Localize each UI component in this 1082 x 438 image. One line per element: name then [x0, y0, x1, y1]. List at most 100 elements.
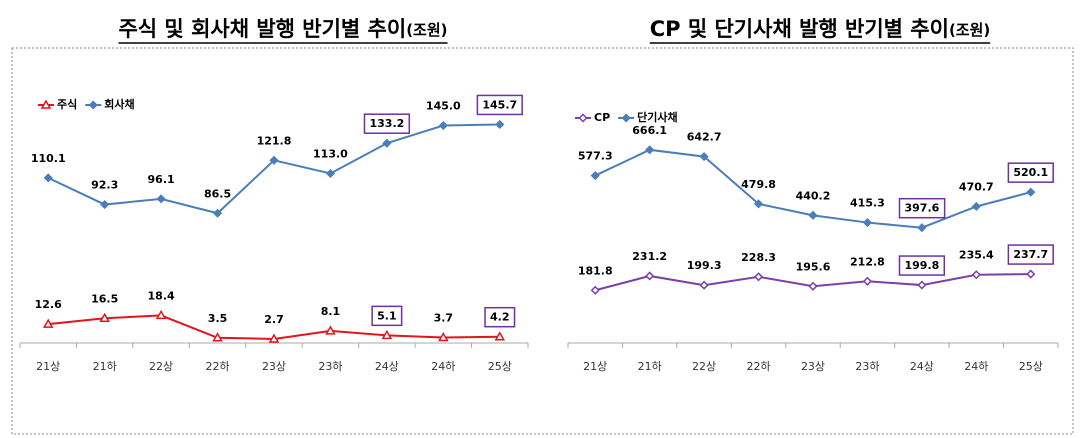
title-unit: (조원) — [949, 21, 990, 39]
frame — [11, 47, 1074, 435]
data-label: 96.1 — [148, 173, 175, 186]
title-text: 주식 및 회사채 발행 반기별 추이 — [118, 17, 406, 41]
marker — [753, 199, 764, 209]
marker — [590, 285, 600, 295]
data-label: 577.3 — [578, 150, 613, 163]
x-tick-label: 21하 — [638, 359, 662, 373]
title-text: CP 및 단기사채 발행 반기별 추이 — [650, 17, 949, 41]
chart-title: CP 및 단기사채 발행 반기별 추이(조원) — [650, 17, 991, 41]
highlight-box — [1007, 244, 1054, 265]
marker — [578, 113, 588, 123]
marker — [269, 155, 279, 165]
data-label: 212.8 — [850, 255, 885, 268]
marker — [808, 210, 818, 220]
data-label: 199.3 — [687, 259, 722, 272]
marker — [1026, 269, 1036, 279]
data-label: 440.2 — [796, 189, 831, 202]
marker — [645, 271, 655, 281]
data-label: 642.7 — [687, 131, 722, 144]
x-tick-label: 24상 — [375, 360, 399, 373]
data-label: 2.7 — [264, 313, 284, 326]
marker — [325, 168, 336, 179]
data-label: 16.5 — [91, 292, 118, 305]
marker — [438, 120, 448, 131]
x-tick-label: 22상 — [692, 360, 716, 373]
x-tick-label: 23하 — [855, 359, 879, 373]
marker — [99, 312, 110, 322]
x-tick-label: 21상 — [36, 360, 60, 373]
data-label: 231.2 — [632, 250, 667, 263]
marker — [382, 138, 392, 148]
data-label: 18.4 — [148, 289, 175, 302]
title-unit: (조원) — [406, 21, 447, 39]
marker — [212, 332, 223, 342]
x-tick-label: 21상 — [583, 360, 607, 373]
data-label: 235.4 — [959, 249, 994, 262]
highlight-box — [371, 305, 403, 327]
data-label: 3.7 — [434, 311, 454, 324]
data-label: 145.7 — [482, 98, 517, 111]
data-label: 181.8 — [578, 264, 613, 277]
x-tick-label: 24하 — [964, 359, 988, 373]
marker — [100, 199, 110, 210]
marker — [494, 331, 506, 341]
data-label: 92.3 — [91, 179, 118, 192]
data-label: 520.1 — [1013, 166, 1048, 179]
x-tick-label: 23하 — [318, 359, 342, 373]
highlight-box — [363, 113, 411, 134]
x-tick-label: 22하 — [746, 359, 770, 373]
highlight-box — [476, 94, 523, 116]
highlight-box — [898, 255, 946, 276]
marker — [971, 270, 981, 280]
data-label: 12.6 — [35, 298, 62, 311]
legend-label: 주식 — [57, 97, 77, 111]
marker — [40, 99, 52, 109]
data-label: 145.0 — [426, 100, 461, 113]
data-label: 121.8 — [257, 134, 292, 147]
marker — [862, 218, 873, 228]
data-label: 110.1 — [31, 152, 66, 165]
data-label: 199.8 — [904, 259, 939, 272]
marker — [1026, 187, 1036, 197]
marker — [212, 208, 223, 218]
data-label: 228.3 — [741, 251, 776, 264]
marker — [753, 272, 764, 282]
data-label: 470.7 — [959, 180, 994, 193]
highlight-box — [1007, 162, 1054, 183]
marker — [155, 309, 167, 320]
x-tick-label: 23상 — [801, 360, 825, 373]
data-label: 133.2 — [369, 117, 404, 130]
marker — [42, 318, 54, 328]
x-tick-label: 22하 — [205, 359, 229, 373]
data-label: 8.1 — [321, 305, 341, 318]
data-label: 4.2 — [490, 311, 510, 324]
data-label: 666.1 — [632, 124, 667, 137]
highlight-box — [484, 306, 516, 328]
x-tick-label: 24하 — [431, 359, 455, 373]
marker — [438, 331, 449, 342]
x-tick-label: 23상 — [262, 360, 286, 373]
legend-label: CP — [594, 111, 610, 124]
x-tick-label: 21하 — [93, 359, 117, 373]
x-tick-label: 25상 — [1019, 360, 1043, 373]
marker — [495, 119, 505, 130]
data-label: 86.5 — [204, 187, 231, 200]
marker — [971, 201, 981, 212]
marker — [917, 223, 927, 233]
data-label: 3.5 — [208, 312, 228, 325]
data-label: 397.6 — [904, 202, 939, 215]
marker — [808, 281, 818, 291]
legend-label: 회사채 — [104, 97, 134, 111]
x-tick-label: 22상 — [149, 360, 173, 373]
marker — [862, 276, 873, 286]
data-label: 113.0 — [313, 148, 348, 161]
data-label: 195.6 — [796, 260, 831, 273]
chart-title: 주식 및 회사채 발행 반기별 추이(조원) — [118, 17, 447, 41]
marker — [645, 145, 655, 155]
marker — [381, 329, 393, 340]
marker — [699, 152, 709, 162]
legend-label: 단기사채 — [637, 110, 677, 124]
highlight-box — [898, 197, 946, 219]
marker — [156, 194, 166, 204]
